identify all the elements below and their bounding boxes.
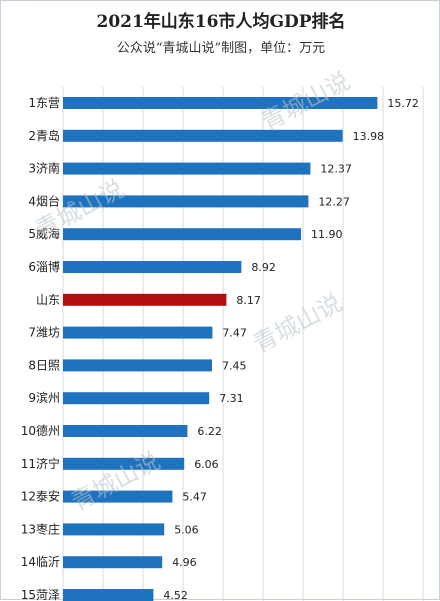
bar <box>63 556 163 569</box>
value-label: 5.47 <box>182 491 207 504</box>
category-label: 8日照 <box>28 358 60 372</box>
value-label: 7.47 <box>222 327 247 340</box>
watermark: 青城山说 <box>67 447 165 517</box>
category-label: 2青岛 <box>28 128 60 143</box>
category-label: 11济宁 <box>21 456 60 471</box>
category-label: 5威海 <box>28 226 60 241</box>
value-label: 7.31 <box>219 392 244 405</box>
bar <box>63 162 311 175</box>
bar <box>63 326 213 339</box>
value-label: 8.92 <box>251 261 276 274</box>
bar <box>63 425 188 437</box>
category-label: 13枣庄 <box>21 521 60 536</box>
category-label: 14临沂 <box>21 555 60 569</box>
bar <box>63 457 185 470</box>
bar <box>63 523 165 536</box>
bar <box>63 359 212 372</box>
bar <box>63 589 154 601</box>
bar <box>63 261 242 273</box>
chart-subtitle: 公众说“青城山说”制图，单位：万元 <box>116 41 326 56</box>
category-label: 9滨州 <box>28 390 60 405</box>
value-label: 13.98 <box>353 130 385 143</box>
category-label: 6淄博 <box>28 259 60 274</box>
category-label: 1东营 <box>28 96 60 110</box>
value-label: 4.96 <box>172 556 197 569</box>
bar-highlight <box>63 293 227 306</box>
value-label: 6.22 <box>197 425 222 438</box>
category-label: 7潍坊 <box>28 325 60 340</box>
category-label: 山东 <box>36 293 60 307</box>
value-label: 12.37 <box>320 163 352 176</box>
value-label: 5.06 <box>174 523 199 536</box>
value-label: 11.90 <box>311 228 343 241</box>
bar <box>63 490 173 503</box>
category-label: 4烟台 <box>28 193 60 208</box>
bar <box>63 129 343 142</box>
value-label: 12.27 <box>318 195 350 208</box>
category-label: 12泰安 <box>21 489 60 504</box>
bar <box>63 97 378 109</box>
bar <box>63 392 210 405</box>
value-label: 8.17 <box>236 294 261 307</box>
value-label: 7.45 <box>222 359 247 372</box>
value-label: 15.72 <box>387 97 419 110</box>
value-label: 4.52 <box>163 589 188 601</box>
category-label: 10德州 <box>21 423 60 438</box>
chart-title: 2021年山东16市人均GDP排名 <box>96 12 346 32</box>
value-label: 6.06 <box>194 458 219 471</box>
bar <box>63 228 301 241</box>
category-label: 15菏泽 <box>21 588 60 601</box>
bar <box>63 195 309 208</box>
category-label: 3济南 <box>28 161 60 176</box>
